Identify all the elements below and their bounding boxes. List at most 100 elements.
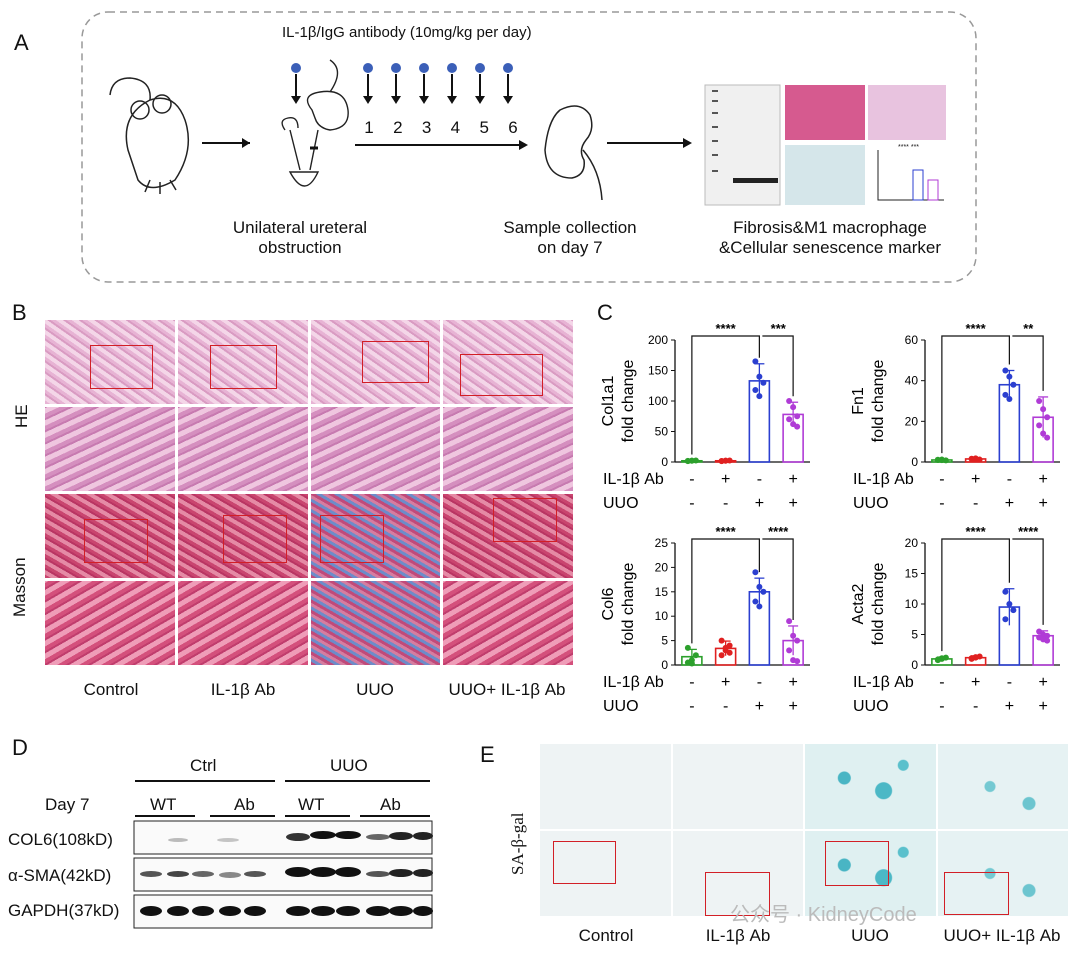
sig-label: **** [1018,524,1039,539]
data-point [756,603,763,610]
treatment-sign: - [689,471,694,488]
day-numbers: 1 2 3 4 5 6 [361,118,521,138]
treatment-sign: + [788,471,797,488]
blot-row-label-asma: α-SMA(42kD) [8,866,112,885]
sa-gal-uuo-ab-top [937,744,1068,829]
treatment-sign: - [939,471,944,488]
data-point [1002,367,1009,374]
sa-gal-ab-bottom [672,831,803,917]
mini-bar-chart [868,145,946,205]
data-point [760,588,767,595]
sig-label: **** [716,524,737,539]
sig-label: **** [716,321,737,336]
y-axis-label: fold change [620,360,637,443]
treatment-sign: - [757,674,762,691]
he-overview-uuo-ab [443,320,573,404]
data-point [756,583,763,590]
blot-row-label-gapdh: GAPDH(37kD) [8,901,120,920]
treatment-row-label: UUO [853,698,889,715]
sub-label-wt2: WT [298,795,325,814]
treatment-sign: + [755,698,764,715]
ctrl-bracket [135,780,275,782]
treatment-row-label: IL-1β Ab [853,674,914,691]
treatment-row-label: IL-1β Ab [603,674,664,691]
data-point [972,456,979,463]
sa-gal-uuo-top [805,744,936,829]
data-point [786,416,793,423]
masson-zoom-uuo [310,581,441,665]
he-overview-ab [177,320,308,404]
y-tick-label: 60 [905,333,919,347]
data-point [1036,398,1043,404]
data-point [718,637,725,644]
y-tick-label: 20 [905,414,919,428]
dose-markers [363,63,513,104]
data-point [1006,601,1013,607]
y-tick-label: 5 [911,628,918,642]
treatment-sign: + [1038,698,1047,715]
y-tick-label: 25 [655,536,669,550]
data-point [786,618,793,625]
data-point [790,632,797,639]
data-point [786,647,793,654]
data-point [684,644,691,651]
day-number: 6 [508,118,518,137]
y-tick-label: 15 [655,585,669,599]
panel-e-col-labels: Control IL-1β Ab UUO UUO+ IL-1β Ab [540,926,1068,946]
sub-label-ab1: Ab [234,795,255,814]
panel-d-label: D [12,735,28,760]
data-point [760,379,767,386]
col-label-ab: IL-1β Ab [210,680,276,699]
treatment-sign: + [721,471,730,488]
day-number: 2 [393,118,403,137]
data-point [1010,381,1017,388]
data-point [692,652,699,659]
treatment-row-label: UUO [853,495,889,512]
treatment-sign: + [721,674,730,691]
col-label-uuo-ab: UUO+ IL-1β Ab [448,680,566,699]
day-number: 4 [450,118,461,137]
step2-label: Sample collection on day 7 [503,218,637,257]
treatment-sign: + [1038,674,1047,691]
treatment-sign: + [755,495,764,512]
masson-overview-uuo [310,494,441,578]
data-point [794,637,801,644]
y-tick-label: 20 [655,560,669,574]
row-label-he: HE [12,404,31,428]
y-tick-label: 5 [661,634,668,648]
data-point [972,654,979,661]
masson-overview-control [45,494,175,578]
day-number: 1 [364,118,374,137]
sig-bracket [1012,335,1044,391]
sub-bracket [135,815,195,817]
data-point [1044,434,1051,441]
day-label: Day 7 [45,795,90,814]
col-label-control: Control [83,680,139,699]
sig-bracket [941,335,1010,454]
sig-bracket [1012,538,1044,625]
treatment-sign: - [939,698,944,715]
sa-gal-control-bottom [540,831,671,916]
treatment-sign: + [1005,495,1014,512]
data-point [1044,637,1051,644]
masson-zoom-control [45,581,175,665]
gapdh-bands [140,906,433,916]
panel-c-label: C [597,300,613,325]
row-label-masson: Masson [10,557,29,617]
uuo-bracket [285,780,430,782]
treatment-sign: - [723,495,728,512]
mini-significance: **** *** [898,144,920,151]
sub-label-ab2: Ab [380,795,401,814]
data-point [1036,422,1043,429]
sa-gal-grid [540,744,1068,917]
y-tick-label: 200 [648,333,668,347]
sig-bracket [691,335,760,455]
blot-row-label-col6: COL6(108kD) [8,830,113,849]
sa-gal-control-top [540,744,671,829]
treatment-sign: + [1038,471,1047,488]
data-point [752,387,759,394]
y-tick-label: 10 [905,597,919,611]
data-point [938,655,945,662]
panel-a-schematic [81,11,977,283]
